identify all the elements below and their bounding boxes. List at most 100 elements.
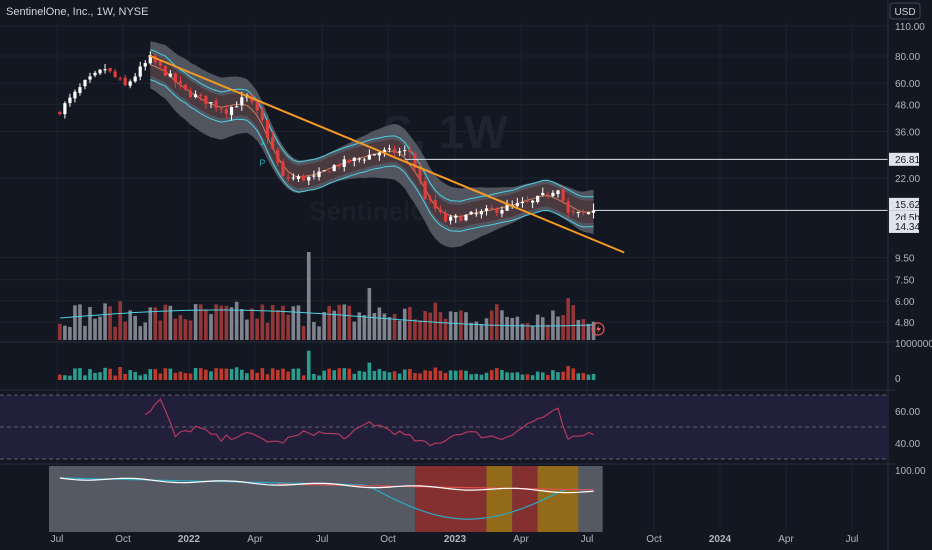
candle-body	[556, 190, 560, 195]
volume-bar	[469, 374, 473, 380]
candle-body	[474, 213, 478, 215]
volume-bar	[58, 374, 62, 380]
price-tick-label: 48.00	[895, 100, 920, 111]
volume-bar	[209, 371, 213, 380]
candle-body	[433, 199, 437, 209]
volume-bar	[576, 319, 581, 340]
volume-bar	[98, 316, 102, 340]
candle-body	[194, 94, 198, 98]
candle-body	[459, 216, 463, 222]
volume-bar	[459, 370, 463, 380]
volume-bar	[148, 307, 153, 340]
price-tag-14-34: 14.34	[895, 222, 920, 233]
candle-body	[168, 73, 172, 77]
volume-bar	[362, 315, 367, 340]
candle-body	[347, 159, 351, 163]
oscillator-zone	[414, 466, 487, 532]
volume-bar	[530, 375, 535, 380]
volume-bar	[586, 323, 591, 340]
volume-bar	[337, 304, 342, 340]
candle-body	[531, 200, 535, 203]
candle-body	[342, 159, 346, 167]
volume-bar	[128, 370, 132, 380]
volume-bar	[198, 304, 203, 340]
volume-bar	[317, 326, 321, 340]
volume-bar	[464, 312, 468, 340]
volume-bar	[229, 369, 234, 380]
volume-bar	[561, 315, 565, 340]
candle-body	[322, 170, 326, 172]
time-tick-label: 2023	[444, 534, 467, 545]
volume-bar	[83, 325, 87, 340]
candle-body	[271, 136, 275, 149]
volume-bar	[581, 373, 586, 380]
candle-body	[240, 97, 244, 106]
volume-bar	[551, 370, 555, 380]
candlestick-series[interactable]	[58, 51, 596, 225]
price-tag-14-34-bg	[889, 219, 919, 233]
volume-bar	[357, 370, 362, 380]
volume-bar	[281, 368, 285, 380]
candle-body	[438, 209, 443, 212]
volume-bar	[276, 309, 280, 340]
volume-bar	[204, 309, 208, 340]
volume-bar	[453, 312, 458, 340]
volume-bar	[392, 314, 397, 340]
time-tick-label: 2024	[709, 534, 732, 545]
volume-bar	[103, 303, 107, 340]
volume-bar	[214, 368, 218, 380]
candle-body	[163, 65, 167, 76]
volume-bar	[525, 374, 530, 380]
volume-bar	[138, 326, 143, 340]
volume-bar	[561, 371, 565, 380]
trendline-segment[interactable]	[149, 55, 625, 254]
candle-body	[219, 108, 223, 110]
volume-bar	[515, 372, 520, 380]
candle-body	[188, 90, 193, 98]
volume-bar	[408, 368, 412, 380]
candle-body	[403, 150, 407, 152]
candle-body	[291, 177, 295, 179]
candle-body	[423, 181, 427, 200]
volume-bar	[78, 304, 82, 340]
volume-bar	[108, 368, 112, 380]
volume-bar	[347, 368, 352, 380]
price-axis[interactable]: 110.00 80.00 60.00 48.00 36.00 22.00 9.50 7.50 6…	[889, 22, 932, 477]
candle-body	[73, 91, 77, 99]
candle-body	[551, 192, 555, 196]
trendline[interactable]	[149, 55, 625, 254]
candle-body	[123, 77, 127, 86]
volume-bar	[133, 371, 137, 380]
volume-bar	[418, 320, 422, 340]
volume-tick-label: 1000000	[895, 339, 932, 350]
volume-bar	[73, 368, 77, 380]
candle-body	[357, 158, 361, 160]
volume-bar	[556, 372, 560, 380]
volume-bar	[83, 375, 87, 380]
volume-bar	[367, 288, 372, 340]
time-axis[interactable]: Jul Oct 2022 Apr Jul Oct 2023 Apr Jul Oct 2024 Apr J…	[51, 534, 859, 545]
volume-bar	[342, 304, 347, 340]
volume-bar	[118, 367, 122, 380]
lightning-icon[interactable]	[591, 322, 605, 336]
candle-body	[133, 76, 137, 82]
candle-body	[260, 110, 264, 120]
candle-body	[479, 211, 483, 215]
candle-body	[398, 151, 402, 153]
candle-body	[484, 208, 489, 211]
volume-bar	[571, 368, 576, 380]
volume-bar	[433, 302, 438, 340]
candle-body	[469, 211, 473, 215]
price-tag-last-bg	[889, 197, 919, 211]
time-tick-label: Apr	[778, 534, 794, 545]
volume-bar	[362, 371, 367, 380]
volume-bar	[312, 373, 316, 380]
currency-button[interactable]: USD	[889, 2, 921, 20]
volume-bar	[438, 370, 443, 380]
price-lines[interactable]	[404, 158, 888, 211]
candle-body	[561, 189, 565, 201]
volume-bar	[301, 375, 306, 380]
volume-bar	[546, 324, 550, 340]
oscillator-zone	[512, 466, 538, 532]
